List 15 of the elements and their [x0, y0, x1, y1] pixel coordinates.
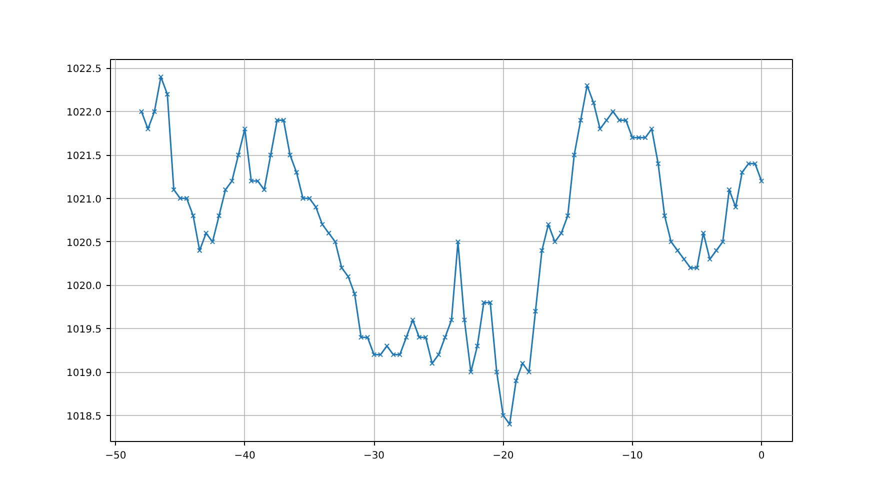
y-tick-label: 1019.0	[66, 368, 102, 380]
y-tick-label: 1020.5	[66, 238, 102, 249]
x-tick-label: −10	[622, 450, 643, 462]
y-tick-label: 1020.0	[66, 281, 102, 292]
y-tick-label: 1019.5	[66, 324, 102, 336]
x-tick-label: −30	[363, 450, 385, 462]
y-tick-label: 1021.0	[66, 194, 102, 206]
x-tick-label: −40	[234, 450, 256, 462]
y-tick-label: 1018.5	[66, 411, 102, 422]
y-tick-label: 1021.5	[66, 151, 102, 162]
y-tick-label: 1022.5	[66, 64, 102, 76]
x-tick-label: −50	[105, 450, 126, 462]
x-tick-label: −20	[492, 450, 514, 462]
x-tick-label: 0	[758, 450, 765, 462]
y-tick-label: 1022.0	[66, 108, 102, 119]
